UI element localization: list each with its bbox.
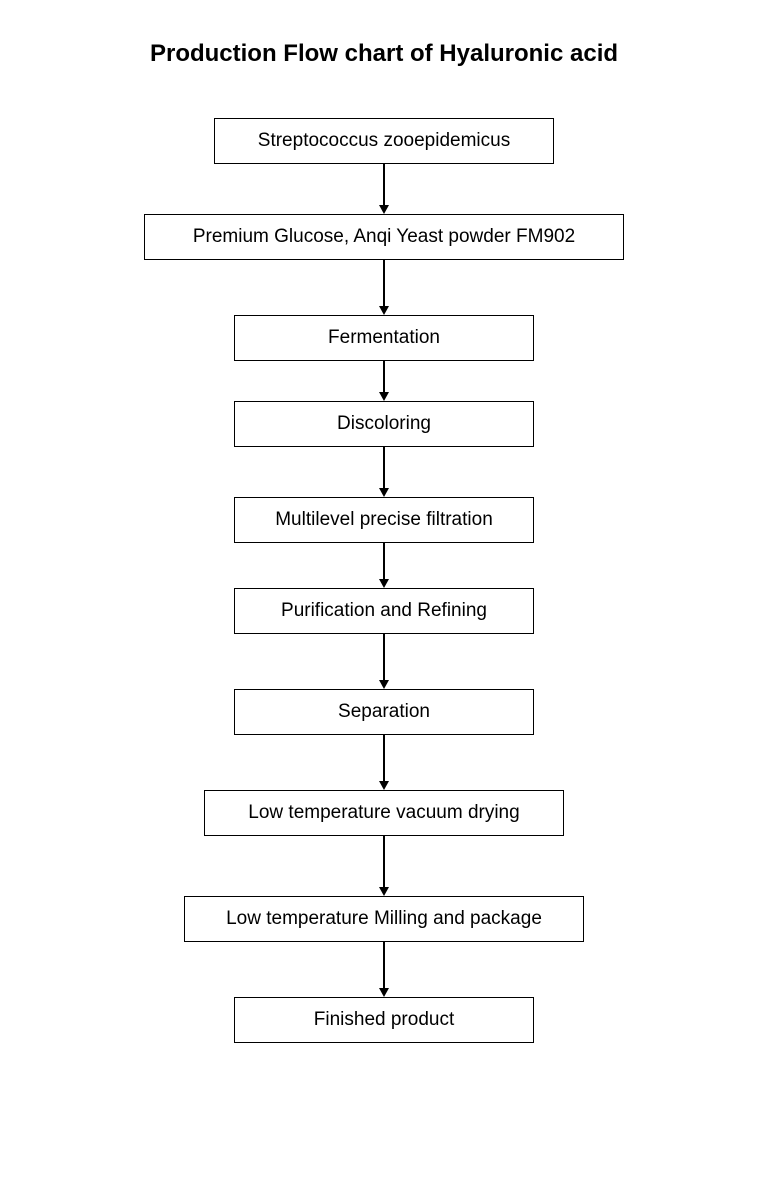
arrow-down-icon (379, 836, 389, 896)
flowchart-node: Premium Glucose, Anqi Yeast powder FM902 (144, 214, 624, 260)
flowchart-node: Finished product (234, 997, 534, 1043)
arrow-down-icon (379, 735, 389, 790)
arrow-down-icon (379, 260, 389, 315)
flowchart-node: Separation (234, 689, 534, 735)
flowchart-node: Low temperature vacuum drying (204, 790, 564, 836)
arrow-down-icon (379, 164, 389, 214)
page-title: Production Flow chart of Hyaluronic acid (20, 40, 748, 68)
flowchart-container: Streptococcus zooepidemicus Premium Gluco… (20, 118, 748, 1043)
arrow-down-icon (379, 543, 389, 588)
arrow-down-icon (379, 447, 389, 497)
flowchart-node: Discoloring (234, 401, 534, 447)
arrow-down-icon (379, 361, 389, 401)
flowchart-node: Multilevel precise filtration (234, 497, 534, 543)
flowchart-node: Fermentation (234, 315, 534, 361)
flowchart-node: Low temperature Milling and package (184, 896, 584, 942)
flowchart-node: Purification and Refining (234, 588, 534, 634)
arrow-down-icon (379, 634, 389, 689)
arrow-down-icon (379, 942, 389, 997)
flowchart-node: Streptococcus zooepidemicus (214, 118, 554, 164)
